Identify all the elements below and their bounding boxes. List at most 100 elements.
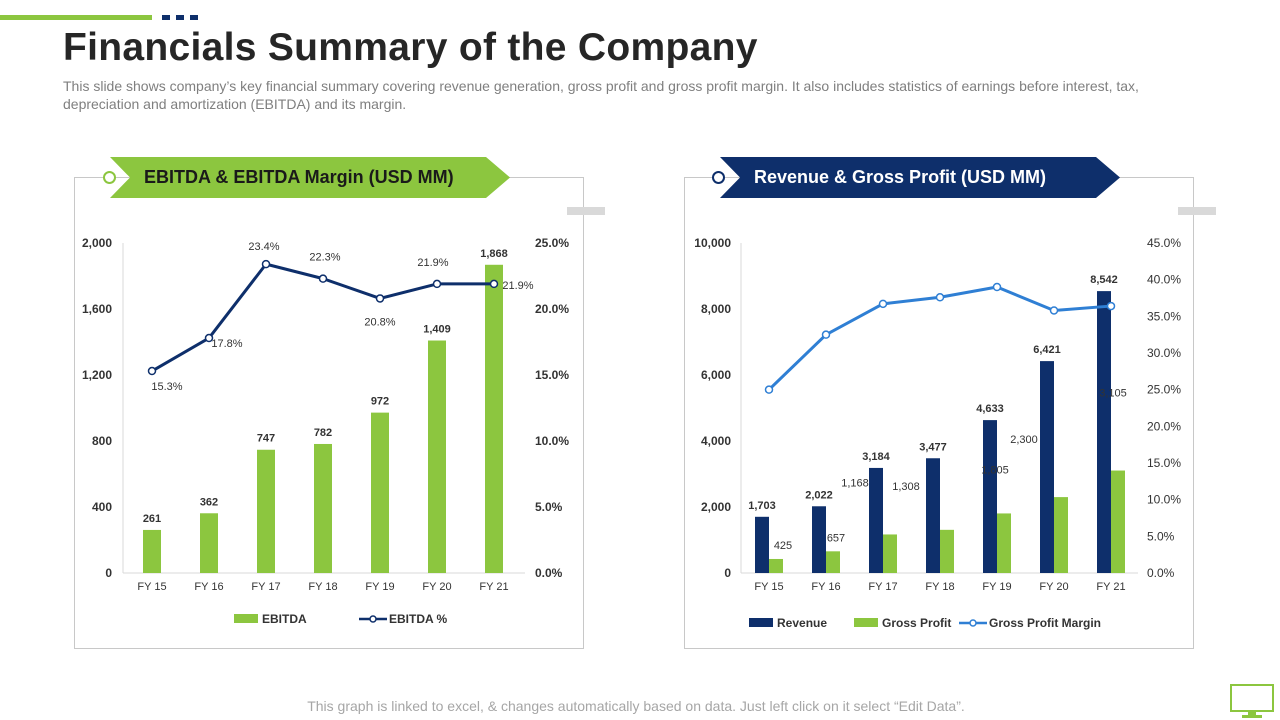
gross-profit-bar-label: 1,308: [892, 481, 920, 493]
legend-swatch: [749, 618, 773, 627]
x-tick-label: FY 20: [1039, 581, 1068, 593]
legend-label: Gross Profit Margin: [989, 616, 1101, 630]
x-tick-label: FY 15: [754, 581, 783, 593]
ebitda-bar-label: 1,409: [423, 324, 451, 336]
ebitda-margin-label: 21.9%: [417, 257, 448, 269]
ebitda-margin-label: 21.9%: [502, 280, 533, 292]
y-right-tick-label: 10.0%: [1147, 493, 1181, 507]
legend-label: Gross Profit: [882, 616, 951, 630]
y-right-tick-label: 20.0%: [535, 302, 569, 316]
ebitda-chart-title: EBITDA & EBITDA Margin (USD MM): [110, 157, 510, 198]
gross-profit-bar-label: 657: [827, 532, 845, 544]
revenue-bar-label: 3,184: [862, 451, 890, 463]
gross-profit-margin-point: [992, 282, 1002, 292]
revenue-bar: [755, 516, 769, 573]
y-left-tick-label: 400: [92, 500, 112, 514]
x-tick-label: FY 18: [308, 581, 337, 593]
ebitda-margin-label: 17.8%: [211, 338, 242, 350]
legend-swatch: [854, 618, 878, 627]
ebitda-bar-label: 1,868: [480, 248, 508, 260]
ebitda-bar: [200, 513, 218, 573]
gross-profit-margin-line: [767, 285, 1112, 391]
ebitda-margin-point: [204, 333, 214, 343]
revenue-bar-label: 4,633: [976, 403, 1004, 415]
ebitda-bar-label: 362: [200, 496, 218, 508]
circle-bullet-icon: [103, 171, 116, 184]
y-right-tick-label: 25.0%: [1147, 383, 1181, 397]
revenue-bar-label: 6,421: [1033, 344, 1061, 356]
revenue-bar: [869, 467, 883, 573]
x-tick-label: FY 19: [365, 581, 394, 593]
revenue-bar-label: 1,703: [748, 500, 776, 512]
x-tick-label: FY 20: [422, 581, 451, 593]
y-left-tick-label: 10,000: [694, 236, 731, 250]
ebitda-margin-label: 15.3%: [151, 381, 182, 393]
x-tick-label: FY 21: [479, 581, 508, 593]
x-tick-label: FY 19: [982, 581, 1011, 593]
ebitda-margin-label: 22.3%: [309, 252, 340, 264]
gross-profit-bar-label: 3,105: [1099, 388, 1127, 400]
gross-profit-bar: [940, 529, 954, 573]
revenue-bar: [1097, 291, 1111, 573]
ebitda-bar: [485, 264, 503, 573]
gross-profit-margin-point: [935, 293, 945, 302]
ebitda-bar: [257, 449, 275, 573]
revenue-bar: [983, 420, 997, 573]
ebitda-bar-label: 747: [257, 433, 275, 445]
y-left-tick-label: 1,600: [82, 302, 112, 316]
x-tick-label: FY 17: [868, 581, 897, 593]
x-tick-label: FY 21: [1096, 581, 1125, 593]
legend-label: Revenue: [777, 616, 827, 630]
legend-label: EBITDA %: [389, 612, 448, 626]
ebitda-margin-label: 23.4%: [248, 241, 279, 253]
ebitda-bar: [314, 443, 332, 573]
footnote: This graph is linked to excel, & changes…: [307, 698, 965, 714]
gross-profit-bar: [826, 551, 840, 573]
page-title: Financials Summary of the Company: [63, 26, 758, 69]
x-tick-label: FY 15: [137, 581, 166, 593]
ebitda-margin-point: [432, 279, 442, 289]
title-accent-bar: [0, 15, 152, 20]
y-right-tick-label: 0.0%: [1147, 566, 1175, 580]
x-tick-label: FY 16: [194, 581, 223, 593]
ebitda-bar: [428, 340, 446, 573]
y-right-tick-label: 5.0%: [535, 500, 563, 514]
revenue-bar-label: 3,477: [919, 441, 947, 453]
y-right-tick-label: 40.0%: [1147, 273, 1181, 287]
legend-line-marker: [369, 615, 377, 623]
ebitda-bar-label: 972: [371, 396, 389, 408]
gross-profit-bar: [883, 534, 897, 573]
y-left-tick-label: 0: [105, 566, 112, 580]
ebitda-bar-label: 261: [143, 513, 161, 525]
circle-bullet-icon: [712, 171, 725, 184]
gross-profit-bar-label: 1,805: [981, 464, 1009, 476]
title-accent-dots: [162, 15, 198, 20]
gross-profit-bar: [997, 513, 1011, 573]
revenue-bar: [926, 458, 940, 573]
gross-profit-bar: [1111, 470, 1125, 573]
panel-tab: [567, 207, 605, 215]
gross-profit-margin-point: [764, 385, 774, 394]
x-tick-label: FY 18: [925, 581, 954, 593]
y-left-tick-label: 0: [724, 566, 731, 580]
ebitda-bar: [143, 529, 161, 573]
gross-profit-bar-label: 2,300: [1010, 434, 1038, 446]
revenue-bar: [812, 506, 826, 573]
y-right-tick-label: 15.0%: [1147, 456, 1181, 470]
gross-profit-bar: [1054, 497, 1068, 573]
gross-profit-margin-point: [1049, 306, 1059, 315]
ebitda-margin-point: [318, 274, 328, 283]
y-left-tick-label: 2,000: [701, 500, 731, 514]
y-right-tick-label: 20.0%: [1147, 419, 1181, 433]
ebitda-margin-point: [261, 259, 271, 269]
y-left-tick-label: 1,200: [82, 368, 112, 382]
x-tick-label: FY 17: [251, 581, 280, 593]
page-subtitle: This slide shows company’s key financial…: [63, 78, 1139, 112]
y-right-tick-label: 10.0%: [535, 434, 569, 448]
legend-label: EBITDA: [262, 612, 307, 626]
y-right-tick-label: 0.0%: [535, 566, 563, 580]
revenue-bar-label: 2,022: [805, 489, 833, 501]
y-right-tick-label: 30.0%: [1147, 346, 1181, 360]
